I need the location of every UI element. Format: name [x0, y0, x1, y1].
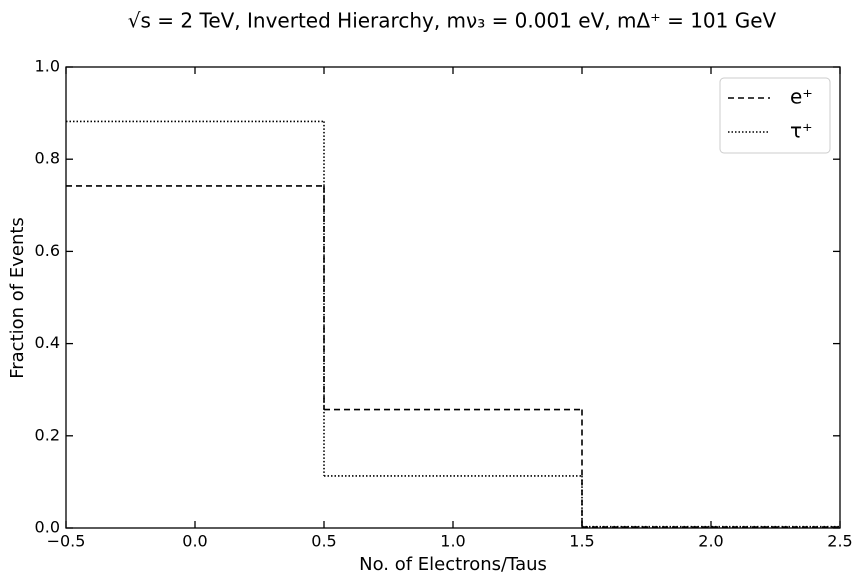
y-axis-label: Fraction of Events: [7, 217, 28, 379]
x-tick-label: 0.5: [311, 532, 336, 551]
y-tick-label: 0.6: [35, 241, 60, 260]
x-tick-label: 0.0: [182, 532, 207, 551]
plot-frame: [65, 66, 841, 529]
x-tick-label: 1.5: [569, 532, 594, 551]
x-tick-label: −0.5: [47, 532, 86, 551]
y-tick-label: 0.4: [35, 333, 60, 352]
legend-box: [719, 77, 831, 154]
y-tick-label: 1.0: [35, 57, 60, 76]
y-tick-label: 0.8: [35, 149, 60, 168]
chart-title: √s = 2 TeV, Inverted Hierarchy, mν₃ = 0.…: [128, 9, 777, 33]
legend-label: e⁺: [790, 85, 813, 109]
x-axis-label: No. of Electrons/Taus: [359, 554, 547, 575]
x-tick-label: 1.0: [440, 532, 465, 551]
x-tick-label: 2.0: [698, 532, 723, 551]
legend-label: τ⁺: [790, 119, 813, 143]
y-tick-label: 0.0: [35, 518, 60, 537]
y-tick-label: 0.2: [35, 425, 60, 444]
x-tick-label: 2.5: [827, 532, 852, 551]
